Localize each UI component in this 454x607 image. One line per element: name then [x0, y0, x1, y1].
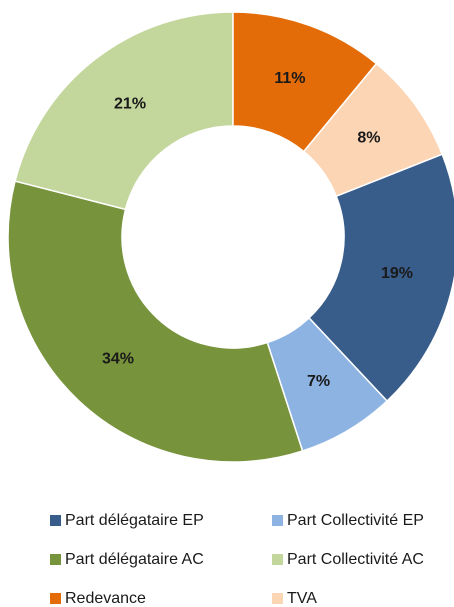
legend-swatch	[272, 515, 283, 526]
donut-segment	[302, 62, 444, 198]
legend-label: Part délégataire AC	[65, 551, 204, 568]
data-label: 19%	[381, 265, 413, 282]
legend-swatch	[50, 593, 61, 604]
legend-label: Part Collectivité AC	[287, 551, 424, 568]
data-label: 34%	[102, 351, 134, 368]
legend-label: Redevance	[65, 590, 146, 607]
legend-swatch	[272, 593, 283, 604]
legend-swatch	[272, 554, 283, 565]
legend-label: TVA	[287, 590, 317, 607]
legend-swatch	[50, 554, 61, 565]
data-label: 7%	[307, 373, 330, 390]
donut-segment	[307, 153, 454, 403]
data-label: 11%	[274, 70, 305, 87]
legend-label: Part délégataire EP	[65, 512, 204, 529]
donut-segment	[7, 180, 304, 463]
data-label: 21%	[114, 95, 146, 112]
legend-swatch	[50, 515, 61, 526]
legend-label: Part Collectivité EP	[287, 512, 424, 529]
data-label: 8%	[357, 129, 380, 146]
donut-segment	[14, 11, 234, 211]
